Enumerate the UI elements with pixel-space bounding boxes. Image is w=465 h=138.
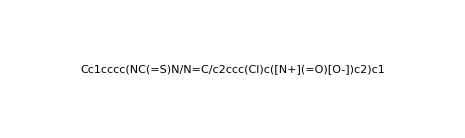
Text: Cc1cccc(NC(=S)N/N=C/c2ccc(Cl)c([N+](=O)[O-])c2)c1: Cc1cccc(NC(=S)N/N=C/c2ccc(Cl)c([N+](=O)[…	[80, 64, 385, 74]
